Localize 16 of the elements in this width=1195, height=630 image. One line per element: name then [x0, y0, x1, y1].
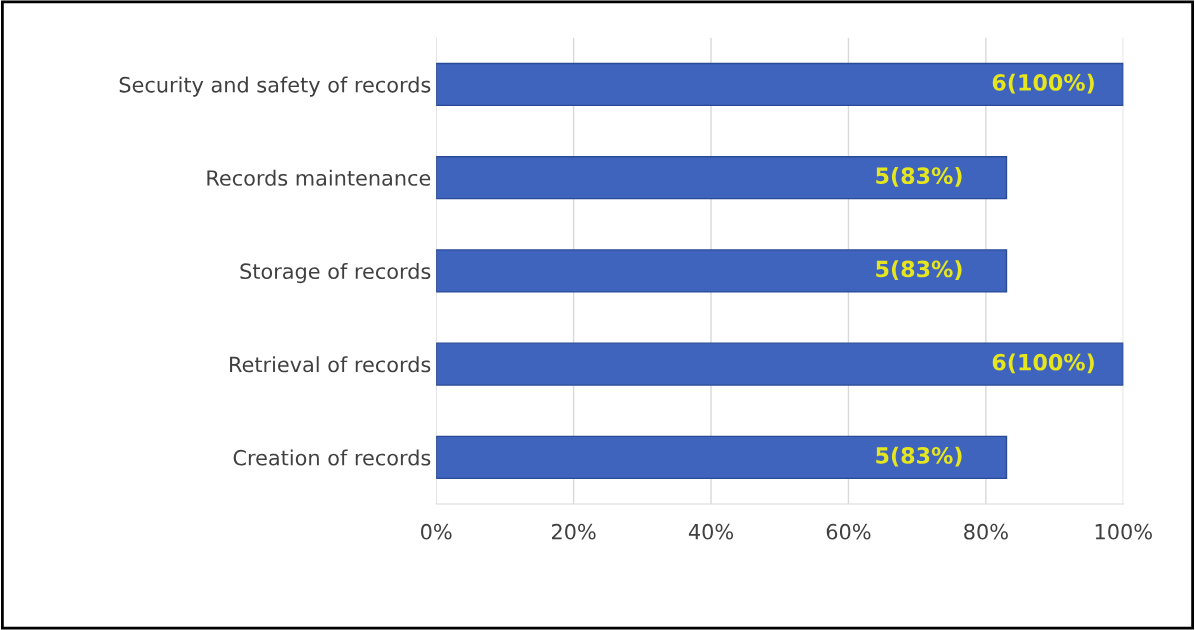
x-tick-label: 60%: [826, 523, 871, 540]
x-tick-label: 80%: [964, 523, 1008, 540]
data-label: 5(83%): [876, 446, 962, 467]
data-label: 5(83%): [876, 260, 962, 280]
x-tick-label: 40%: [688, 523, 734, 540]
y-tick-label: Storage of records: [240, 262, 431, 284]
y-tick-label: Creation of records: [233, 449, 431, 466]
x-tick-label: 0%: [421, 523, 452, 540]
y-tick-label: Retrieval of records: [230, 356, 431, 373]
data-label: 6(100%): [992, 353, 1094, 374]
x-tick-label: 20%: [551, 523, 596, 540]
x-tick-label: 100%: [1095, 523, 1152, 540]
data-label: 5(83%): [876, 166, 962, 187]
data-label: 6(100%): [992, 73, 1094, 94]
y-tick-label: Security and safety of records: [119, 76, 431, 97]
y-tick-label: Records maintenance: [207, 169, 431, 186]
